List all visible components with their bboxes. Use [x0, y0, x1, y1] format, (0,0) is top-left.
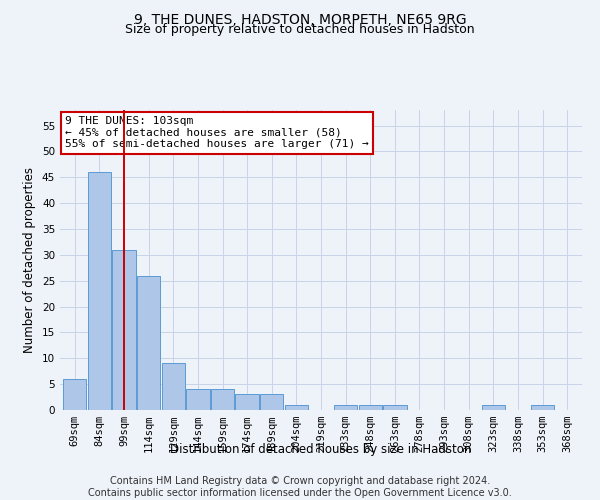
- Text: Distribution of detached houses by size in Hadston: Distribution of detached houses by size …: [170, 442, 472, 456]
- Bar: [334, 405, 358, 410]
- Bar: [211, 390, 234, 410]
- Text: 9, THE DUNES, HADSTON, MORPETH, NE65 9RG: 9, THE DUNES, HADSTON, MORPETH, NE65 9RG: [134, 12, 466, 26]
- Text: Size of property relative to detached houses in Hadston: Size of property relative to detached ho…: [125, 22, 475, 36]
- Bar: [482, 405, 505, 410]
- Bar: [260, 394, 283, 410]
- Y-axis label: Number of detached properties: Number of detached properties: [23, 167, 37, 353]
- Bar: [284, 405, 308, 410]
- Text: 9 THE DUNES: 103sqm
← 45% of detached houses are smaller (58)
55% of semi-detach: 9 THE DUNES: 103sqm ← 45% of detached ho…: [65, 116, 369, 149]
- Bar: [161, 364, 185, 410]
- Bar: [235, 394, 259, 410]
- Text: Contains HM Land Registry data © Crown copyright and database right 2024.
Contai: Contains HM Land Registry data © Crown c…: [88, 476, 512, 498]
- Bar: [359, 405, 382, 410]
- Bar: [88, 172, 111, 410]
- Bar: [137, 276, 160, 410]
- Bar: [383, 405, 407, 410]
- Bar: [112, 250, 136, 410]
- Bar: [531, 405, 554, 410]
- Bar: [186, 390, 209, 410]
- Bar: [63, 379, 86, 410]
